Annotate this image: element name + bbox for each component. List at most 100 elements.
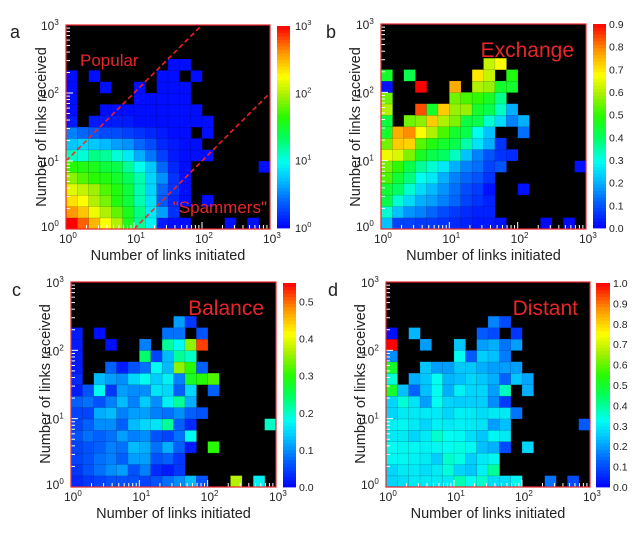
heatmap-cell xyxy=(173,429,186,442)
heatmap-cell xyxy=(426,171,439,184)
heatmap-cell xyxy=(476,338,489,351)
heatmap-cell xyxy=(65,115,78,128)
y-tick-label: 100 xyxy=(356,219,374,234)
colorbar-band xyxy=(593,211,606,215)
heatmap-cell xyxy=(385,361,398,374)
heatmap-cell xyxy=(471,126,485,139)
heatmap-cell xyxy=(453,361,466,374)
colorbar-band xyxy=(593,85,606,89)
heatmap-cell xyxy=(487,441,500,454)
heatmap-cell xyxy=(494,149,507,162)
colorbar-band xyxy=(593,115,606,120)
heatmap-cell xyxy=(494,160,507,173)
x-tick-label: 101 xyxy=(132,489,150,504)
heatmap-cell xyxy=(161,441,175,454)
y-tick-label-base: 10 xyxy=(46,413,60,427)
colorbar-tick-label: 100 xyxy=(295,220,311,235)
colorbar-band xyxy=(277,194,290,199)
heatmap-cell xyxy=(483,80,496,93)
colorbar-band xyxy=(596,317,610,321)
y-axis-label: Number of links received xyxy=(353,304,369,464)
heatmap-cell xyxy=(437,217,450,230)
heatmap-cell xyxy=(426,194,439,207)
colorbar-band xyxy=(277,59,290,64)
colorbar-band xyxy=(593,122,606,127)
heatmap-cell xyxy=(426,114,439,128)
x-tick-label-exponent: 2 xyxy=(214,489,219,498)
heatmap-cell xyxy=(145,172,158,185)
heatmap-cell xyxy=(77,217,90,230)
colorbar-band xyxy=(596,351,610,355)
heatmap-cell xyxy=(77,183,90,196)
heatmap-cell xyxy=(167,92,180,105)
x-tick-label-base: 10 xyxy=(579,232,593,246)
heatmap-cell xyxy=(403,137,416,150)
heatmap-cell xyxy=(179,126,192,139)
heatmap-cell xyxy=(397,407,410,420)
colorbar-band xyxy=(593,51,606,55)
heatmap-cell xyxy=(476,463,489,477)
x-tick-label: 102 xyxy=(195,231,213,246)
colorbar-tick-label: 0.8 xyxy=(609,42,624,54)
heatmap-cell xyxy=(419,338,432,351)
y-tick-label: 100 xyxy=(46,477,64,492)
colorbar: 0.0 0.1 0.2 0.3 0.4 0.5 xyxy=(283,283,314,494)
colorbar-band xyxy=(283,354,296,359)
colorbar-tick-label: 0.7 xyxy=(609,64,624,76)
heatmap-cell xyxy=(442,395,455,408)
x-tick-label-exponent: 3 xyxy=(592,231,597,240)
heatmap-cell xyxy=(145,126,158,139)
heatmap-cell xyxy=(494,80,507,93)
colorbar-tick-exponent: 0 xyxy=(307,220,311,229)
colorbar-band xyxy=(277,66,290,71)
heatmap-cell xyxy=(161,372,175,386)
colorbar-band xyxy=(277,190,290,195)
colorbar-band xyxy=(277,52,290,57)
heatmap-cell xyxy=(476,452,489,465)
axis-ticks xyxy=(71,284,274,487)
heatmap-cell xyxy=(392,160,405,173)
heatmap-cell xyxy=(111,172,124,185)
colorbar-band xyxy=(596,473,610,478)
heatmap-cell xyxy=(93,441,106,454)
colorbar-band xyxy=(283,470,296,474)
colorbar-band xyxy=(593,81,606,86)
heatmap-cell xyxy=(403,160,416,173)
heatmap-cell xyxy=(93,418,106,431)
colorbar-band xyxy=(277,184,290,188)
colorbar-band xyxy=(277,96,290,101)
heatmap-cell xyxy=(385,338,398,351)
heatmap-cell xyxy=(127,407,140,420)
heatmap-cell xyxy=(506,80,519,93)
heatmap-cell xyxy=(139,429,152,442)
heatmap-cell xyxy=(116,407,129,420)
x-tick-label: 102 xyxy=(201,489,219,504)
annotation-spammers: "Spammers" xyxy=(173,198,267,217)
y-tick-label-base: 10 xyxy=(361,413,375,427)
heatmap-cell xyxy=(70,372,83,386)
colorbar-band xyxy=(283,381,296,386)
y-tick-label: 103 xyxy=(41,18,59,33)
colorbar-band xyxy=(283,391,296,396)
heatmap-cell xyxy=(442,452,455,465)
heatmap-cell xyxy=(499,372,512,386)
colorbar-band xyxy=(277,69,290,74)
heatmap-cell xyxy=(88,149,101,162)
colorbar-band xyxy=(277,160,290,165)
colorbar-band xyxy=(283,296,296,301)
colorbar-band xyxy=(593,75,606,79)
heatmap-cell xyxy=(145,138,158,151)
heatmap-cell xyxy=(453,395,466,408)
heatmap-cell xyxy=(99,217,112,230)
heatmap-cell xyxy=(483,149,496,162)
heatmap-cell xyxy=(104,395,118,408)
heatmap-cell xyxy=(104,372,118,386)
colorbar-tick-label: 0.2 xyxy=(609,178,624,190)
heatmap-cell xyxy=(184,350,197,363)
colorbar-tick-label: 0.5 xyxy=(609,110,624,122)
heatmap-cell xyxy=(487,418,500,431)
heatmap-cell xyxy=(494,114,507,128)
x-axis-label: Number of links initiated xyxy=(411,506,566,522)
